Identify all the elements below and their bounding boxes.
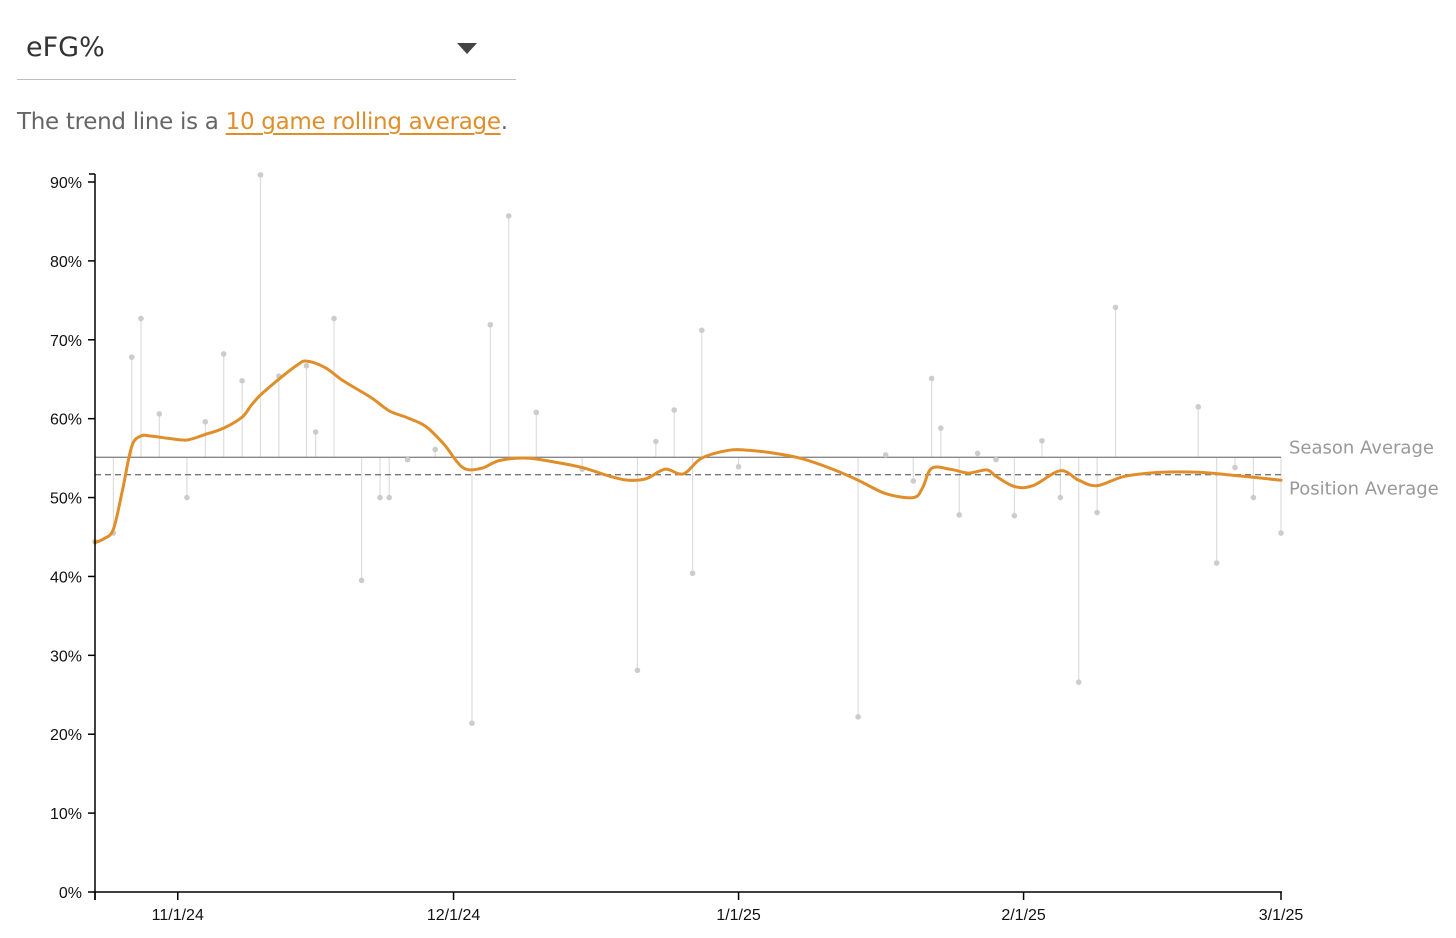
game-point bbox=[386, 494, 393, 501]
game-point bbox=[377, 494, 383, 501]
y-tick-label: 70% bbox=[50, 333, 82, 350]
game-point bbox=[533, 409, 540, 416]
game-point bbox=[1075, 679, 1082, 685]
x-tick-label: 3/1/25 bbox=[1259, 907, 1304, 924]
game-point bbox=[128, 354, 135, 360]
game-point bbox=[653, 438, 659, 445]
game-point bbox=[634, 667, 641, 674]
game-point bbox=[404, 456, 411, 463]
y-tick-label: 30% bbox=[50, 648, 82, 665]
metric-dropdown[interactable]: eFG% bbox=[17, 22, 516, 80]
game-point bbox=[303, 363, 310, 369]
metric-dropdown-value: eFG% bbox=[26, 32, 105, 63]
y-tick-label: 40% bbox=[50, 569, 82, 586]
y-tick-label: 20% bbox=[50, 727, 82, 744]
season-average-label: Season Average bbox=[1289, 437, 1434, 458]
game-point bbox=[331, 315, 337, 322]
game-point bbox=[358, 577, 365, 584]
trend-line bbox=[93, 359, 1283, 544]
game-point bbox=[239, 378, 245, 384]
game-point bbox=[671, 407, 678, 413]
game-point bbox=[735, 463, 742, 470]
game-point bbox=[1112, 304, 1119, 311]
game-point bbox=[1278, 530, 1284, 536]
y-tick-label: 80% bbox=[50, 254, 82, 271]
game-point bbox=[882, 452, 889, 458]
caption-prefix: The trend line is a bbox=[17, 109, 226, 135]
game-point bbox=[156, 411, 163, 417]
caret-down-icon[interactable] bbox=[457, 43, 477, 54]
game-point bbox=[698, 327, 705, 334]
game-point bbox=[1039, 437, 1045, 444]
x-tick-label: 11/1/24 bbox=[152, 907, 204, 924]
game-point bbox=[974, 450, 981, 457]
caption-suffix: . bbox=[500, 109, 508, 135]
game-point bbox=[312, 429, 319, 435]
game-point bbox=[1057, 494, 1064, 501]
game-point bbox=[138, 315, 144, 322]
game-point bbox=[1213, 560, 1220, 566]
game-point bbox=[432, 446, 438, 453]
y-tick-label: 60% bbox=[50, 412, 82, 429]
y-tick-label: 10% bbox=[50, 806, 82, 823]
game-point bbox=[855, 714, 861, 720]
position-average-label: Position Average bbox=[1289, 479, 1439, 500]
trend-caption: The trend line is a 10 game rolling aver… bbox=[17, 109, 508, 135]
y-tick-label: 90% bbox=[50, 175, 82, 192]
game-point bbox=[202, 419, 209, 425]
game-point bbox=[993, 456, 999, 463]
rolling-average-link[interactable]: 10 game rolling average bbox=[225, 109, 501, 135]
x-tick-label: 2/1/25 bbox=[1001, 907, 1046, 924]
game-point bbox=[257, 172, 264, 178]
game-point bbox=[928, 375, 935, 382]
game-point bbox=[689, 570, 696, 577]
game-point bbox=[1011, 512, 1018, 519]
game-point bbox=[505, 213, 512, 219]
game-point bbox=[469, 720, 475, 726]
game-point bbox=[184, 494, 190, 501]
game-point bbox=[1195, 404, 1202, 410]
game-point bbox=[956, 512, 963, 518]
x-tick-label: 12/1/24 bbox=[427, 907, 480, 924]
game-point bbox=[487, 321, 494, 328]
game-point bbox=[1250, 494, 1257, 501]
x-tick-label: 1/1/25 bbox=[716, 907, 761, 924]
y-tick-label: 0% bbox=[59, 885, 82, 902]
game-point bbox=[910, 478, 917, 484]
game-point bbox=[938, 425, 944, 431]
game-point bbox=[1094, 509, 1100, 516]
y-tick-label: 50% bbox=[50, 491, 82, 508]
game-point bbox=[1232, 464, 1238, 471]
game-point bbox=[220, 351, 227, 357]
